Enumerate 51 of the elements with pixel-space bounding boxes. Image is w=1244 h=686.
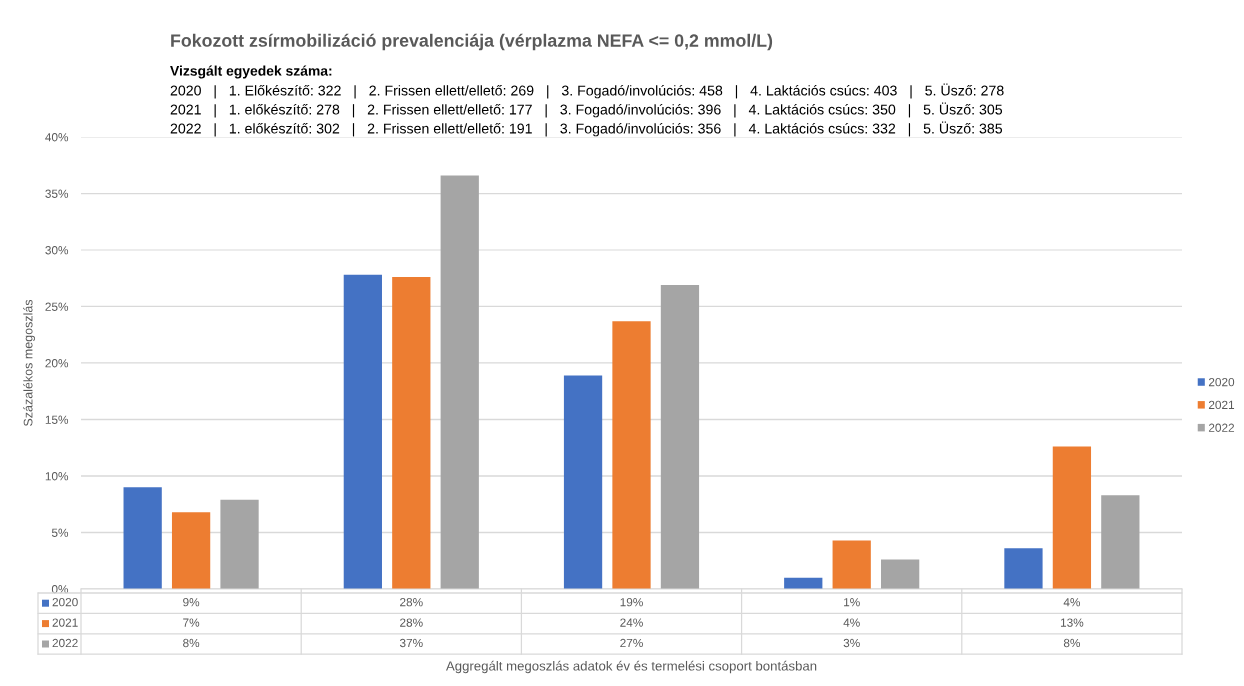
- data-label: 13%: [1060, 618, 1084, 627]
- y-axis-title: Százalékos megoszlás: [23, 299, 35, 426]
- data-label: 27%: [620, 638, 643, 648]
- bar: [392, 277, 431, 589]
- bar: [1052, 446, 1092, 589]
- y-tick-label: 25%: [45, 302, 69, 311]
- bar: [1004, 548, 1043, 589]
- data-label: 7%: [183, 618, 200, 627]
- y-tick-label: 10%: [45, 472, 69, 481]
- bar: [563, 375, 603, 589]
- y-tick-label: 0%: [51, 585, 69, 594]
- text: 2020: [1208, 377, 1235, 387]
- y-tick-label: 20%: [45, 359, 69, 368]
- data-label: 28%: [400, 598, 423, 607]
- data-label: 1%: [844, 598, 860, 607]
- data-label: 3%: [843, 638, 860, 648]
- bar: [220, 499, 259, 589]
- text: Aggregált megoszlás adatok év és termelési csoport bontásban: [445, 660, 817, 674]
- chart-title: Fokozott zsírmobilizáció prevalenciája (vérplazma NEFA <= 0,2 mmol/L): [171, 33, 773, 51]
- data-label: 19%: [620, 598, 643, 607]
- bar: [832, 540, 871, 589]
- text: 2020 | 1. Előkészítő: 322 | 2. Frissen ellett/ellető: 269 | 3. Fogadó/involúciós: 458 | 4. Laktációs csúcs: 403 | 5. Üsző: 278: [170, 83, 1004, 99]
- text: 2021: [1208, 400, 1235, 410]
- data-label: 24%: [620, 618, 643, 627]
- text: 2022 | 1. előkészítő: 302 | 2. Frissen ellett/ellető: 191 | 3. Fogadó/involúciós: 356 | 4. Laktációs csúcs: 332 | 5. Üsző: 385: [170, 121, 1003, 137]
- y-tick-label: 35%: [45, 189, 69, 198]
- bar: [343, 274, 382, 589]
- bar: [123, 487, 162, 589]
- bar: [1101, 495, 1140, 589]
- data-label: 4%: [1063, 598, 1081, 607]
- bar: [881, 559, 920, 589]
- data-label: 4%: [843, 618, 860, 627]
- data-label: 8%: [1063, 638, 1081, 648]
- bar: [660, 285, 700, 589]
- y-tick-label: 15%: [45, 415, 69, 424]
- bar: [612, 321, 651, 589]
- data-label: 37%: [399, 638, 423, 648]
- bar: [440, 175, 479, 589]
- text: 2022: [52, 638, 78, 648]
- y-tick-label: 40%: [45, 133, 69, 142]
- text: 2021 | 1. előkészítő: 278 | 2. Frissen ellett/ellető: 177 | 3. Fogadó/involúciós: 396 | 4. Laktációs csúcs: 350 | 5. Üsző: 305: [170, 102, 1003, 118]
- y-tick-label: 5%: [51, 528, 69, 537]
- legend-label: 2021: [52, 618, 78, 627]
- y-tick-label: 30%: [45, 246, 69, 255]
- data-label: 9%: [183, 598, 200, 607]
- chart-subtitle: Vizsgált egyedek száma:: [170, 65, 332, 79]
- data-label: 28%: [400, 618, 423, 627]
- bar: [171, 512, 211, 589]
- legend-label: 2020: [52, 598, 78, 607]
- data-label: 8%: [183, 638, 200, 648]
- legend-label: 2022: [1208, 423, 1235, 432]
